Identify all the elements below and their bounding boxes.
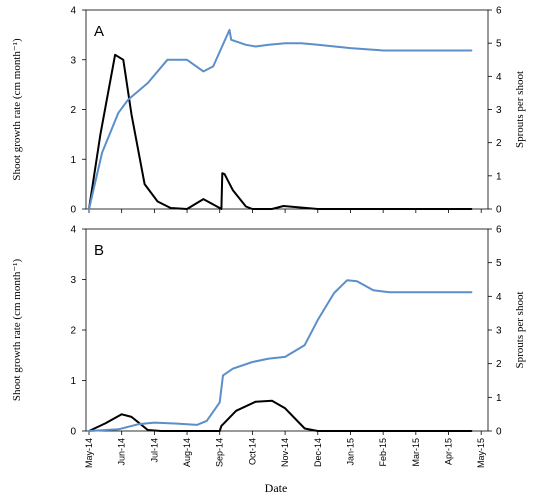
x-tick-label: Dec-14 bbox=[313, 438, 323, 467]
x-tick-label: Feb-15 bbox=[378, 438, 388, 467]
x-tick-label: Jan-15 bbox=[345, 438, 355, 466]
right-y-tick-label: 2 bbox=[496, 138, 502, 149]
panel-b-label: B bbox=[94, 242, 104, 259]
x-tick-label: Mar-15 bbox=[411, 438, 421, 467]
x-tick-label: May-14 bbox=[84, 438, 94, 468]
sprouts-per-shoot-line bbox=[88, 279, 473, 432]
right-y-tick-label: 4 bbox=[496, 292, 502, 303]
x-axis-title: Date bbox=[265, 481, 288, 495]
x-tick-label: May-15 bbox=[476, 438, 486, 468]
left-y-tick-label: 3 bbox=[70, 275, 76, 286]
panel-a-right-axis-title: Sprouts per shoot bbox=[514, 71, 526, 148]
panel-a-label: A bbox=[94, 23, 104, 40]
panel-b-ticks: 0 1 2 3 4 0 1 2 3 4 5 6 May-14 Jun-14 Jul-14 Aug-14 Sep-… bbox=[70, 225, 502, 469]
panel-b-right-axis-title: Sprouts per shoot bbox=[514, 292, 526, 369]
panel-b-series bbox=[88, 279, 473, 432]
x-tick-label: Apr-15 bbox=[444, 438, 454, 465]
left-y-tick-label: 0 bbox=[70, 205, 76, 216]
left-y-tick-label: 3 bbox=[70, 55, 76, 66]
x-tick-label: Aug-14 bbox=[182, 438, 192, 467]
left-y-tick-label: 0 bbox=[70, 427, 76, 438]
sprouts-per-shoot-line bbox=[88, 28, 473, 210]
growth-rate-line bbox=[88, 399, 473, 432]
right-y-tick-label: 0 bbox=[496, 427, 502, 438]
panel-b-frame bbox=[85, 228, 489, 432]
growth-rate-line bbox=[88, 53, 473, 210]
right-y-tick-label: 5 bbox=[496, 258, 502, 269]
x-tick-label: Jun-14 bbox=[117, 438, 127, 466]
x-tick-label: Jul-14 bbox=[149, 438, 159, 463]
panel-b-left-axis-title: Shoot growth rate (cm month⁻¹) bbox=[11, 259, 23, 402]
right-y-tick-label: 5 bbox=[496, 39, 502, 50]
right-y-tick-label: 6 bbox=[496, 6, 502, 17]
right-y-tick-label: 6 bbox=[496, 225, 502, 236]
left-y-tick-label: 1 bbox=[70, 376, 76, 387]
x-tick-label: Nov-14 bbox=[280, 438, 290, 467]
right-y-tick-label: 2 bbox=[496, 359, 502, 370]
right-y-tick-label: 3 bbox=[496, 326, 502, 337]
left-y-tick-label: 1 bbox=[70, 155, 76, 166]
left-y-tick-label: 4 bbox=[70, 225, 76, 236]
panel-a-frame bbox=[85, 9, 489, 210]
right-y-tick-label: 1 bbox=[496, 393, 502, 404]
right-y-tick-label: 0 bbox=[496, 205, 502, 216]
right-y-tick-label: 3 bbox=[496, 105, 502, 116]
panel-a: 0 1 2 3 4 0 1 2 3 4 5 6 A Shoot growth rate (cm mon… bbox=[11, 6, 526, 216]
right-y-tick-label: 1 bbox=[496, 171, 502, 182]
left-y-tick-label: 2 bbox=[70, 326, 76, 337]
left-y-tick-label: 4 bbox=[70, 6, 76, 17]
x-tick-label: Sep-14 bbox=[215, 438, 225, 467]
left-y-tick-label: 2 bbox=[70, 105, 76, 116]
panel-a-ticks: 0 1 2 3 4 0 1 2 3 4 5 6 bbox=[70, 6, 502, 216]
panel-a-series bbox=[88, 28, 473, 210]
panel-a-left-axis-title: Shoot growth rate (cm month⁻¹) bbox=[11, 38, 23, 181]
panel-b: 0 1 2 3 4 0 1 2 3 4 5 6 May-14 Jun-14 Jul-14 Aug-14 Sep-… bbox=[11, 225, 526, 469]
x-tick-label: Oct-14 bbox=[247, 438, 257, 465]
right-y-tick-label: 4 bbox=[496, 72, 502, 83]
